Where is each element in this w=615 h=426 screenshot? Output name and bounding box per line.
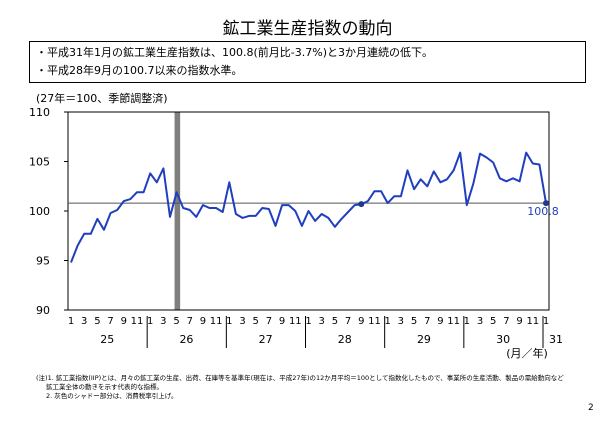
x-tick-label: 9 bbox=[200, 316, 206, 327]
data-point-marker bbox=[543, 200, 549, 207]
x-tick-label: 9 bbox=[121, 316, 127, 327]
x-tick-label: 3 bbox=[398, 316, 404, 327]
footnote-2: 2. 灰色のシャドー部分は、消費税率引上げ。 bbox=[46, 392, 178, 400]
x-tick-label: 1 bbox=[464, 316, 470, 327]
page-title: 鉱工業生産指数の動向 bbox=[222, 19, 393, 39]
x-tick-label: 9 bbox=[279, 316, 285, 327]
x-tick-label: 3 bbox=[319, 316, 325, 327]
x-tick-label: 1 bbox=[68, 316, 74, 327]
y-tick-label: 110 bbox=[29, 106, 50, 119]
x-tick-label: 9 bbox=[437, 316, 443, 327]
tax-hike-shading bbox=[174, 112, 181, 310]
end-value-label: 100.8 bbox=[527, 205, 559, 218]
x-tick-label: 9 bbox=[358, 316, 364, 327]
x-tick-label: 1 bbox=[147, 316, 153, 327]
x-tick-label: 1 bbox=[226, 316, 232, 327]
y-tick-label: 90 bbox=[36, 304, 50, 317]
x-tick-label: 7 bbox=[503, 316, 509, 327]
x-tick-label: 5 bbox=[173, 316, 179, 327]
x-tick-label: 7 bbox=[266, 316, 272, 327]
x-tick-label: 11 bbox=[131, 316, 144, 327]
x-tick-label: 7 bbox=[187, 316, 193, 327]
x-tick-label: 9 bbox=[516, 316, 522, 327]
footnote-1: (注)1. 鉱工業指数(IIP)とは、月々の鉱工業の生産、出荷、在庫等を基準年(… bbox=[36, 374, 564, 382]
summary-line-2: ・平成28年9月の100.7以来の指数水準。 bbox=[36, 64, 243, 77]
x-tick-label: 11 bbox=[368, 316, 381, 327]
summary-box: ・平成31年1月の鉱工業生産指数は、100.8(前月比-3.7%)と3か月連続の… bbox=[29, 41, 586, 83]
x-tick-label: 5 bbox=[253, 316, 259, 327]
y-tick-label: 95 bbox=[36, 255, 50, 268]
x-tick-label: 3 bbox=[477, 316, 483, 327]
x-tick-label: 1 bbox=[305, 316, 311, 327]
x-tick-label: 11 bbox=[447, 316, 460, 327]
x-tick-label: 7 bbox=[424, 316, 430, 327]
summary-line-1: ・平成31年1月の鉱工業生産指数は、100.8(前月比-3.7%)と3か月連続の… bbox=[36, 46, 433, 59]
year-label: 28 bbox=[338, 333, 352, 346]
y-tick-label: 105 bbox=[29, 156, 50, 169]
x-tick-label: 7 bbox=[345, 316, 351, 327]
year-label: 31 bbox=[549, 333, 563, 346]
y-tick-label: 100 bbox=[29, 205, 50, 218]
unit-label: (27年＝100、季節調整済) bbox=[36, 92, 168, 105]
x-tick-label: 11 bbox=[526, 316, 539, 327]
index-line bbox=[70, 151, 547, 263]
year-label: 29 bbox=[417, 333, 431, 346]
data-point-marker bbox=[358, 201, 365, 208]
year-label: 25 bbox=[100, 333, 114, 346]
x-tick-label: 11 bbox=[210, 316, 223, 327]
year-label: 30 bbox=[496, 333, 510, 346]
footnote-1-cont: 鉱工業全体の動きを示す代表的な指標。 bbox=[46, 383, 163, 391]
x-tick-label: 5 bbox=[332, 316, 338, 327]
x-tick-label: 5 bbox=[490, 316, 496, 327]
x-tick-label: 1 bbox=[543, 316, 549, 327]
x-tick-label: 3 bbox=[239, 316, 245, 327]
x-tick-label: 3 bbox=[81, 316, 87, 327]
x-tick-label: 1 bbox=[384, 316, 390, 327]
page-number: 2 bbox=[588, 403, 594, 413]
x-axis-unit: (月／年) bbox=[506, 346, 548, 360]
year-label: 26 bbox=[179, 333, 193, 346]
x-tick-label: 5 bbox=[411, 316, 417, 327]
footnotes: (注)1. 鉱工業指数(IIP)とは、月々の鉱工業の生産、出荷、在庫等を基準年(… bbox=[36, 374, 576, 401]
x-tick-label: 11 bbox=[289, 316, 302, 327]
x-tick-label: 3 bbox=[160, 316, 166, 327]
x-tick-label: 5 bbox=[94, 316, 100, 327]
x-tick-label: 7 bbox=[107, 316, 113, 327]
year-label: 27 bbox=[259, 333, 273, 346]
